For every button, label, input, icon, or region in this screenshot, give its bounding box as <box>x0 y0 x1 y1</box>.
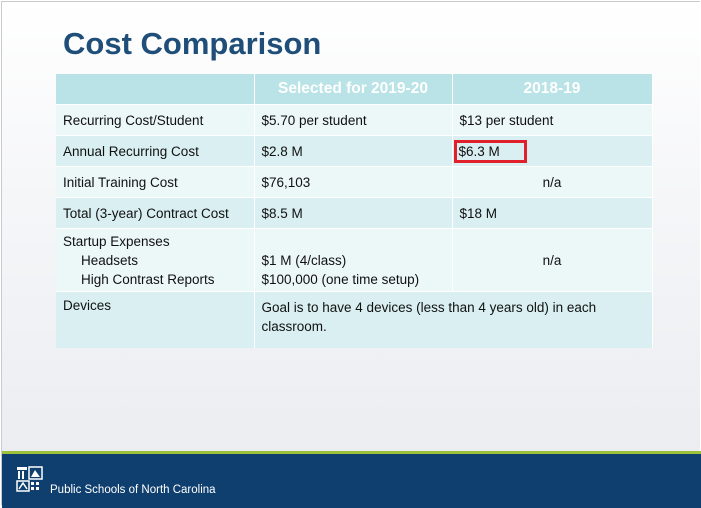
selected-value: $1 M (4/class) <box>261 252 347 268</box>
table-row: Total (3-year) Contract Cost $8.5 M $18 … <box>56 197 653 229</box>
table-header-row: Selected for 2019-20 2018-19 <box>56 74 653 105</box>
row-label: Startup Expenses <box>63 233 170 249</box>
selected-value: $100,000 (one time setup) <box>261 271 420 287</box>
header-prior: 2018-19 <box>452 74 653 105</box>
nc-seal-icon <box>16 466 43 492</box>
selected-value: $8.5 M <box>254 197 453 229</box>
table-row: Devices Goal is to have 4 devices (less … <box>56 291 653 348</box>
row-label: Annual Recurring Cost <box>56 135 255 167</box>
footer-text: Public Schools of North Carolina <box>50 484 216 496</box>
row-label: Total (3-year) Contract Cost <box>56 197 255 229</box>
prior-value-cell: $6.3 M <box>452 135 653 167</box>
prior-value: n/a <box>452 228 653 292</box>
footer-bar <box>2 454 701 508</box>
footer-accent-line <box>2 451 701 454</box>
prior-value: $13 per student <box>452 104 653 136</box>
header-empty <box>56 74 255 105</box>
row-label: Initial Training Cost <box>56 166 255 198</box>
merged-value: Goal is to have 4 devices (less than 4 y… <box>254 291 653 348</box>
table-row: Initial Training Cost $76,103 n/a <box>56 166 653 198</box>
selected-value-cell: $1 M (4/class) $100,000 (one time setup) <box>254 228 453 292</box>
row-label-cell: Startup Expenses Headsets High Contrast … <box>56 228 255 292</box>
row-label: Recurring Cost/Student <box>56 104 255 136</box>
header-selected: Selected for 2019-20 <box>254 74 453 105</box>
sub-label: High Contrast Reports <box>81 271 215 287</box>
spacer <box>262 232 445 251</box>
prior-value: $18 M <box>452 197 653 229</box>
prior-value: n/a <box>452 166 653 198</box>
highlighted-value: $6.3 M <box>453 139 527 163</box>
table-row: Annual Recurring Cost $2.8 M $6.3 M <box>56 135 653 167</box>
selected-value: $5.70 per student <box>254 104 453 136</box>
table-row: Startup Expenses Headsets High Contrast … <box>56 228 653 292</box>
selected-value: $76,103 <box>254 166 453 198</box>
table-row: Recurring Cost/Student $5.70 per student… <box>56 104 653 136</box>
row-label: Devices <box>56 291 255 348</box>
selected-value: $2.8 M <box>254 135 453 167</box>
cost-comparison-table: Selected for 2019-20 2018-19 Recurring C… <box>56 74 653 348</box>
slide-title: Cost Comparison <box>63 26 322 61</box>
sub-label: Headsets <box>81 252 139 268</box>
